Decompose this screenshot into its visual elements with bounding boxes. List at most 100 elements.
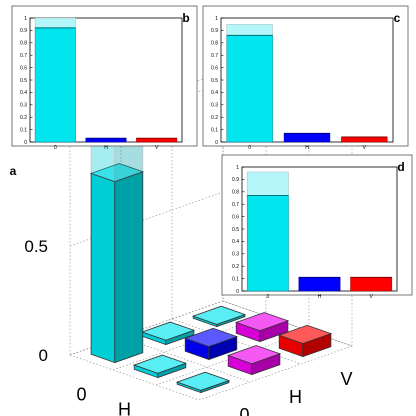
- y-tick-label: 1: [215, 16, 218, 22]
- bar-b-V: [136, 137, 178, 143]
- bar-3d-H-H: [183, 327, 239, 361]
- y-tick-label: 1: [236, 165, 239, 171]
- bar-d-0: [246, 171, 289, 292]
- bar-top-face: [277, 324, 333, 344]
- y-tick-label: 0.3: [20, 103, 27, 109]
- floor-grid-line: [69, 300, 224, 356]
- y-tick-label: 0.5: [20, 78, 27, 84]
- y-tick-label: 0.9: [211, 28, 218, 34]
- bar-b-0: [34, 17, 76, 143]
- bar-3d-measured: [140, 321, 196, 346]
- bar-d-H: [298, 276, 341, 292]
- bar-ideal-ghost: [226, 24, 273, 36]
- bar-top-face: [183, 327, 239, 347]
- bar-3d-measured: [132, 354, 188, 379]
- z-tick-label: 0.5: [24, 237, 48, 256]
- panel-b-bar-chart: b 0 0.1 0.2 0.3 0.4 0.5 0.6 0.7 0.8 0.9 1 0 H V: [11, 5, 198, 151]
- bar-3d-measured: [226, 345, 282, 376]
- y-tick-label: 0.2: [20, 115, 27, 121]
- bar-3d-0-H: [140, 321, 196, 346]
- bar-measured: [341, 136, 388, 143]
- x-category-label: 0: [248, 145, 251, 151]
- y-tick-label: 0.4: [232, 239, 239, 245]
- x-category-label: V: [363, 145, 367, 151]
- floor-grid-line: [198, 345, 353, 401]
- panel-a-label: a: [10, 164, 17, 178]
- y-tick-label: 0.2: [211, 115, 218, 121]
- y-category-label: V: [340, 369, 352, 389]
- bar-measured: [85, 138, 127, 143]
- bar-measured: [350, 277, 393, 292]
- y-tick-label: 0.5: [211, 78, 218, 84]
- y-tick-label: 0.7: [232, 202, 239, 208]
- bar-3d-measured: [234, 312, 290, 343]
- y-tick-label: 0.8: [232, 190, 239, 196]
- z-tick-label: 0: [39, 346, 48, 365]
- y-tick-label: 0.7: [211, 53, 218, 59]
- bar-measured: [34, 27, 76, 143]
- y-tick-label: 0.8: [20, 41, 27, 47]
- x-category-label: V: [369, 294, 373, 300]
- y-tick-label: 0: [24, 140, 27, 146]
- bar-front-face: [90, 172, 116, 364]
- bar-3d-measured: [191, 305, 247, 328]
- bar-3d-V-V: [277, 324, 333, 358]
- bar-3d-measured: [277, 324, 333, 358]
- bar-measured: [246, 195, 289, 292]
- bar-3d-V-H: [226, 345, 282, 376]
- y-category-label: 0: [239, 405, 249, 416]
- bar-top-face: [175, 371, 231, 391]
- bar-3d-V-0: [175, 371, 231, 394]
- panel-a-3d-chart: a 0 0.5 1 0 H V 0 H V: [10, 71, 353, 416]
- y-tick-label: 0.3: [211, 103, 218, 109]
- bar-3d-H-V: [234, 312, 290, 343]
- x-category-label: H: [318, 294, 322, 300]
- bar-d-V: [350, 276, 393, 292]
- bar-top-face: [191, 305, 247, 325]
- bar-ideal-ghost: [34, 17, 76, 29]
- bar-top-face: [132, 354, 188, 374]
- bar-top-face: [226, 345, 282, 365]
- y-tick-label: 0.4: [20, 90, 27, 96]
- y-tick-label: 0.3: [232, 252, 239, 258]
- x-category-label: 0: [76, 385, 86, 405]
- y-tick-label: 0.6: [211, 65, 218, 71]
- bar-3d-0-0: [89, 125, 145, 364]
- bar-3d-measured: [89, 163, 145, 364]
- bar-c-V: [341, 136, 388, 143]
- y-tick-label: 0.9: [20, 28, 27, 34]
- y-tick-label: 0.6: [232, 214, 239, 220]
- bar-3d-measured: [175, 371, 231, 394]
- panel-c-bar-chart: c 0 0.1 0.2 0.3 0.4 0.5 0.6 0.7 0.8 0.9 1 0 H V: [202, 5, 409, 151]
- bar-c-0: [226, 24, 273, 143]
- x-category-label: H: [118, 400, 131, 416]
- y-tick-label: 0.9: [232, 177, 239, 183]
- bar-measured: [226, 35, 273, 143]
- y-tick-label: 0.6: [20, 65, 27, 71]
- panel-c-label: c: [394, 11, 401, 25]
- y-tick-label: 0.8: [211, 41, 218, 47]
- panel-b-label: b: [182, 11, 189, 25]
- x-category-label: V: [161, 415, 173, 416]
- bar-3d-H-0: [132, 354, 188, 379]
- y-tick-label: 0: [215, 140, 218, 146]
- x-category-label: V: [155, 145, 159, 151]
- bar-side-face: [114, 171, 144, 364]
- bar-c-H: [283, 132, 331, 143]
- bar-3d-measured: [183, 327, 239, 361]
- bar-measured: [298, 277, 341, 292]
- y-tick-label: 0: [236, 289, 239, 295]
- bar-ideal-ghost: [246, 171, 289, 196]
- x-category-label: H: [104, 145, 108, 151]
- bar-top-face: [234, 312, 290, 332]
- y-category-label: H: [289, 387, 302, 407]
- bar-b-H: [85, 137, 127, 143]
- bar-top-face: [140, 321, 196, 341]
- x-category-label: 0: [266, 294, 269, 300]
- bar-measured: [283, 133, 331, 143]
- bar-3d-0-V: [191, 305, 247, 328]
- y-tick-label: 1: [24, 16, 27, 22]
- y-tick-label: 0.5: [232, 227, 239, 233]
- bar-top-face: [89, 163, 145, 183]
